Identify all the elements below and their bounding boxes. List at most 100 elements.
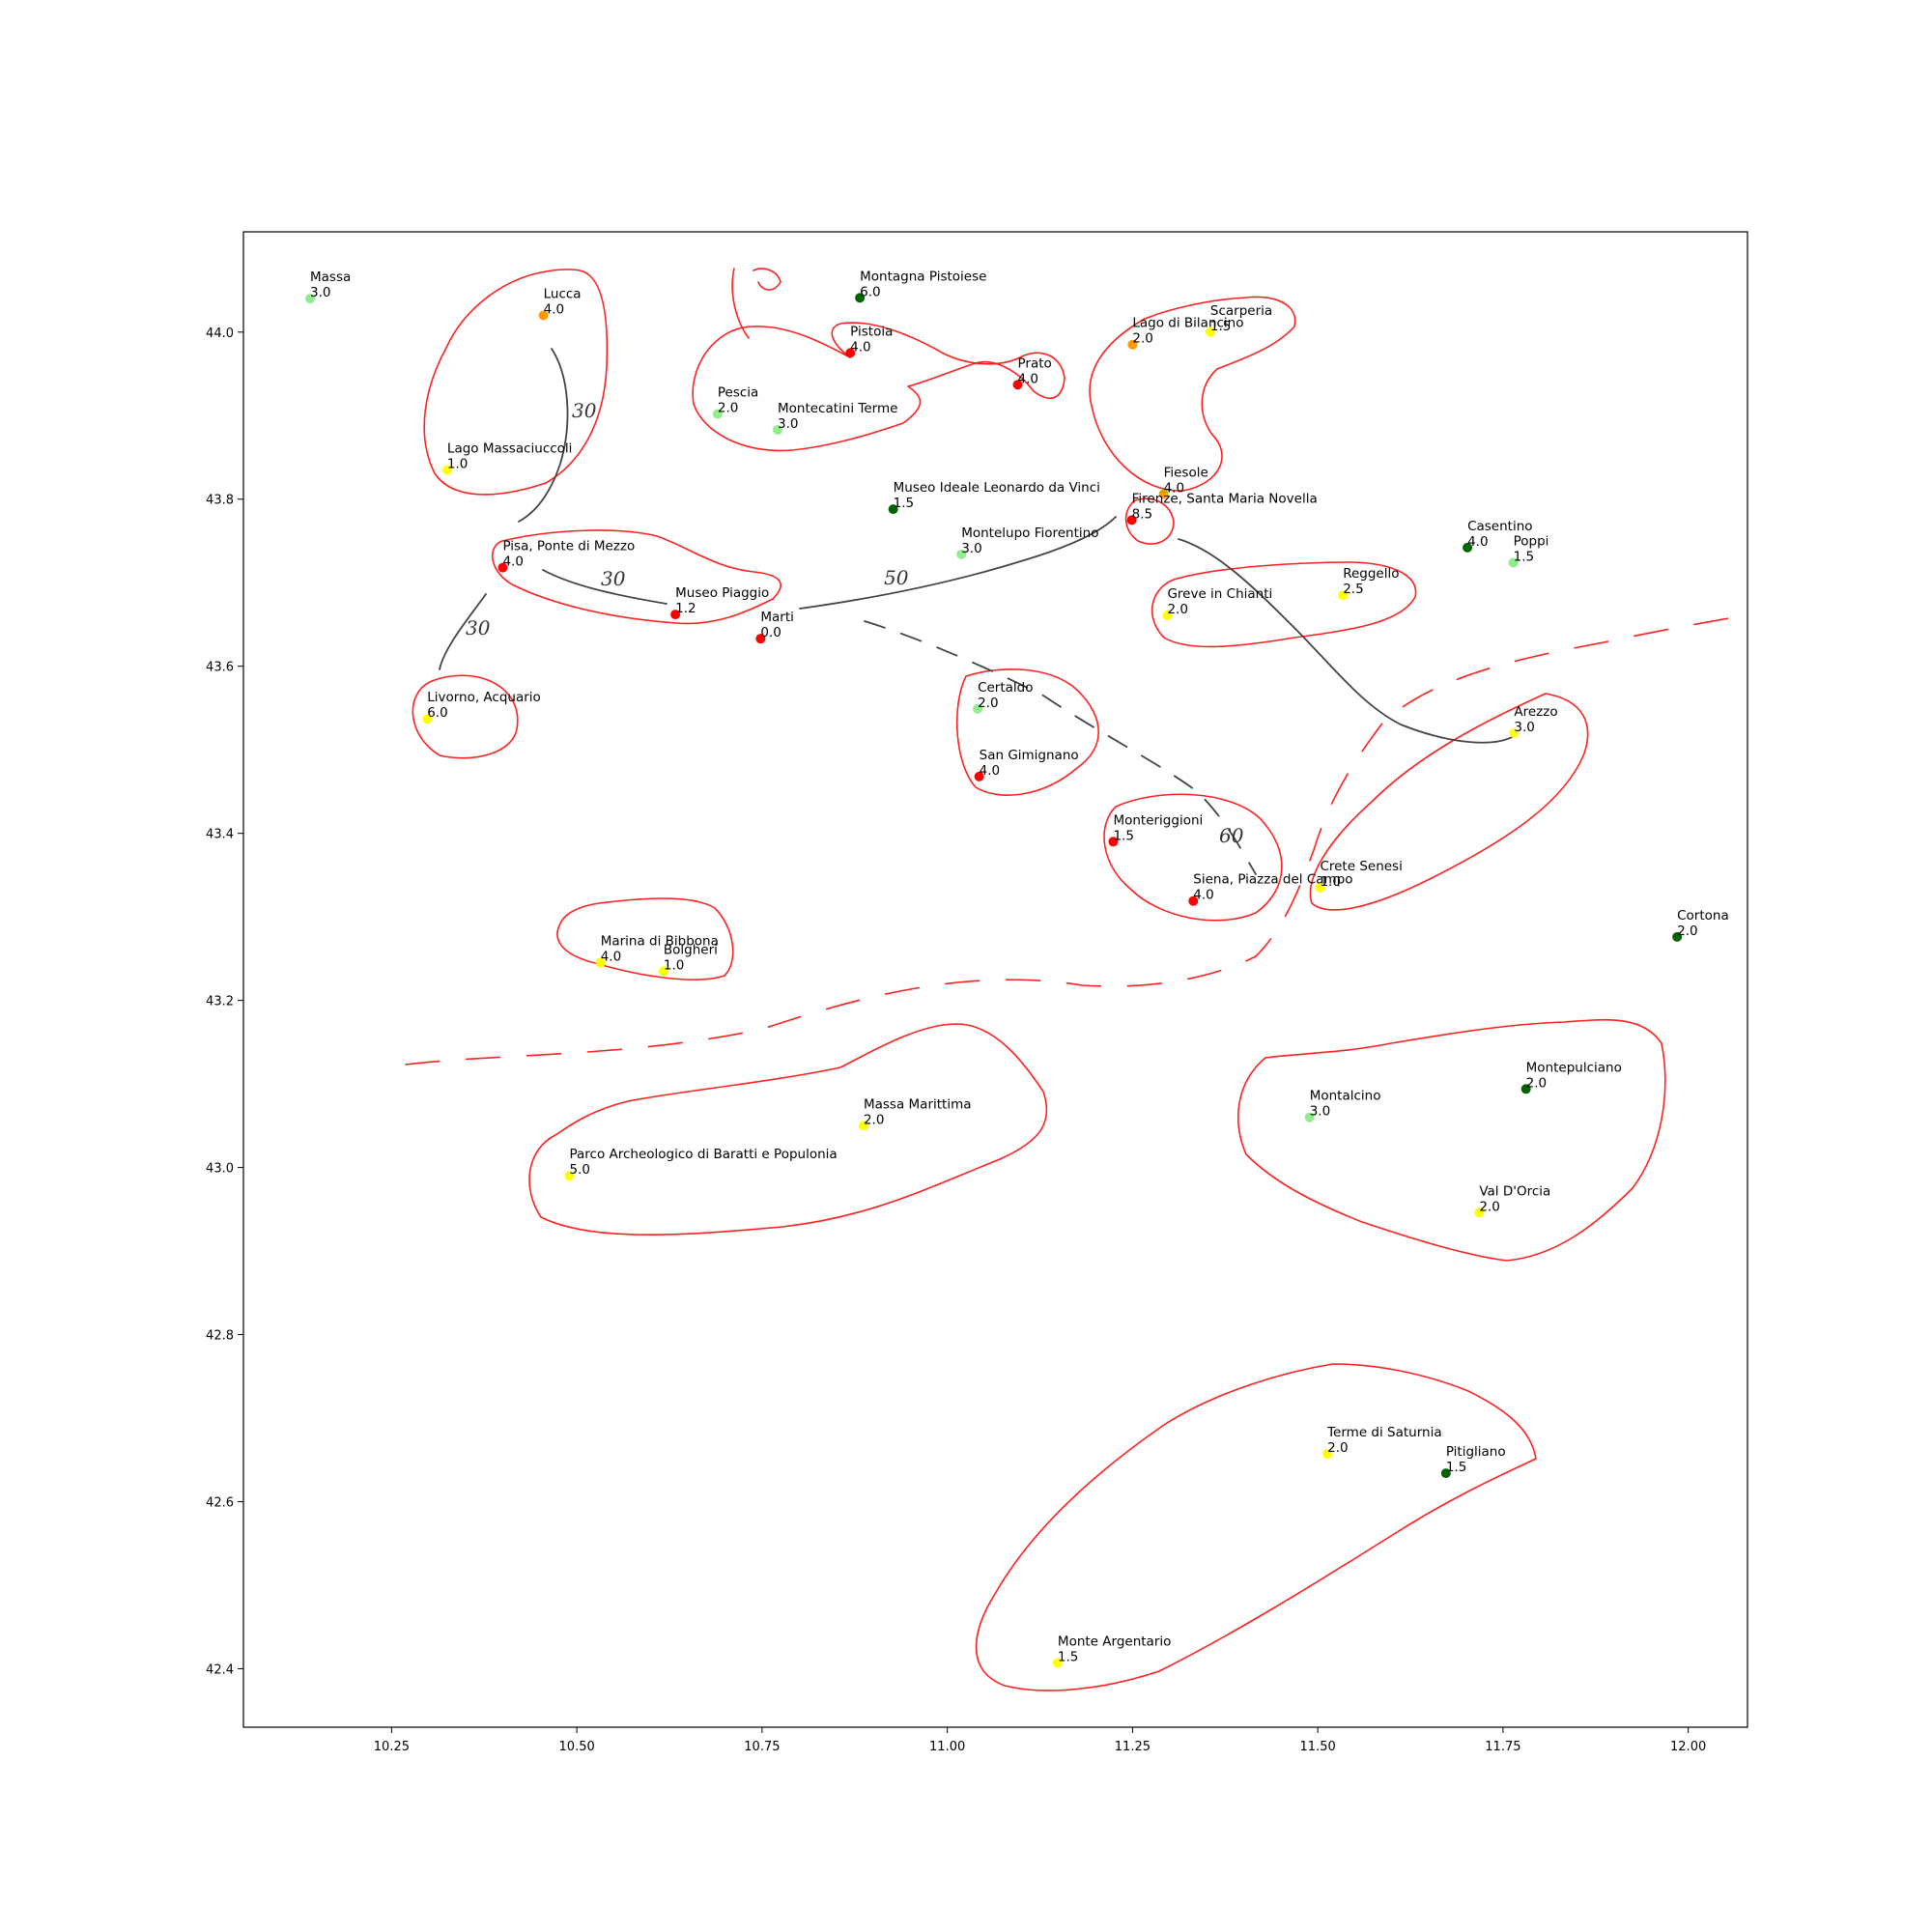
location-point <box>1315 882 1325 893</box>
location-value-label: 2.0 <box>1677 923 1697 939</box>
location-name-label: Arezzo <box>1514 704 1557 720</box>
location-value-label: 2.0 <box>978 696 998 711</box>
location-point <box>441 465 452 475</box>
location-name-label: San Gimignano <box>980 748 1079 763</box>
location-point <box>1162 610 1173 620</box>
location-value-label: 1.5 <box>1210 319 1231 334</box>
y-tick-label: 43.4 <box>206 828 234 842</box>
region-outline-livorno <box>412 674 519 759</box>
data-points <box>305 293 1683 1668</box>
location-value-label: 0.0 <box>760 625 781 640</box>
location-name-label: Terme di Saturnia <box>1326 1425 1442 1440</box>
location-point <box>1474 1208 1485 1218</box>
location-name-label: Fiesole <box>1164 466 1208 481</box>
x-tick-label: 10.75 <box>744 1740 780 1754</box>
location-name-label: Poppi <box>1514 533 1549 549</box>
location-point <box>1520 1084 1531 1094</box>
location-point <box>538 310 549 321</box>
location-point <box>1304 1112 1315 1122</box>
location-name-label: Montelupo Fiorentino <box>961 526 1098 541</box>
location-value-label: 5.0 <box>569 1162 589 1178</box>
location-name-label: Lago di Bilancino <box>1132 316 1243 331</box>
location-point <box>1126 515 1137 526</box>
location-name-label: Massa <box>310 270 351 285</box>
location-point <box>855 293 866 303</box>
location-point <box>670 610 681 620</box>
location-point <box>595 957 606 968</box>
location-point <box>712 409 723 419</box>
location-value-label: 1.5 <box>894 496 914 511</box>
location-value-label: 3.0 <box>961 541 981 556</box>
location-value-label: 4.0 <box>601 950 621 965</box>
location-name-label: Marina di Bibbona <box>601 934 719 950</box>
location-value-label: 4.0 <box>980 763 1000 779</box>
location-value-label: 3.0 <box>1514 720 1534 735</box>
location-point <box>845 348 856 358</box>
location-point <box>1188 895 1199 906</box>
location-point <box>1108 837 1119 847</box>
location-value-label: 2.0 <box>1132 331 1152 347</box>
location-value-label: 6.0 <box>427 705 447 721</box>
location-name-label: Marti <box>760 610 794 625</box>
y-tick-label: 44.0 <box>206 327 234 341</box>
location-name-label: Reggello <box>1343 566 1399 582</box>
location-value-label: 2.0 <box>1526 1075 1547 1091</box>
location-name-label: Val D'Orcia <box>1479 1183 1550 1199</box>
location-name-label: Monteriggioni <box>1113 812 1203 828</box>
region-outline-lucca <box>423 269 609 496</box>
location-value-label: 4.0 <box>850 339 870 355</box>
location-name-label: Casentino <box>1467 519 1532 534</box>
axis-ticks: 10.25 10.50 10.75 11.00 11.25 11.50 11.75 12.00… <box>206 327 1706 1754</box>
location-point <box>1672 931 1683 942</box>
region-outline-siena <box>1103 793 1283 922</box>
location-name-label: Montecatini Terme <box>778 401 897 416</box>
location-value-label: 2.0 <box>864 1112 884 1127</box>
handwritten-annotation: 60 <box>1219 824 1244 847</box>
location-name-label: Certaldo <box>978 680 1033 696</box>
location-point <box>497 562 508 573</box>
location-name-label: Prato <box>1018 355 1052 371</box>
location-point <box>1508 557 1519 568</box>
hand-drawn-region-outlines <box>405 268 1730 1691</box>
y-tick-label: 42.4 <box>206 1662 234 1677</box>
x-tick-label: 11.75 <box>1485 1740 1520 1754</box>
region-outline-chianti <box>1151 561 1417 648</box>
location-name-label: Pescia <box>718 385 758 401</box>
location-name-label: Massa Marittima <box>864 1096 972 1112</box>
location-point <box>305 294 316 304</box>
location-value-label: 2.0 <box>1479 1199 1499 1214</box>
x-tick-label: 10.25 <box>374 1740 410 1754</box>
location-point <box>974 771 984 781</box>
location-point <box>658 966 668 977</box>
location-name-label: Monte Argentario <box>1058 1634 1171 1649</box>
location-point <box>973 703 983 714</box>
location-name-label: Museo Piaggio <box>675 585 769 601</box>
location-name-label: Greve in Chianti <box>1167 586 1272 602</box>
location-name-label: Lago Massaciuccoli <box>447 440 573 456</box>
location-value-label: 6.0 <box>860 284 880 299</box>
route-pisa-livorno <box>439 593 487 670</box>
location-name-label: Scarperia <box>1210 303 1272 319</box>
location-point <box>1127 339 1138 350</box>
location-value-label: 1.0 <box>1320 874 1340 890</box>
location-point <box>1509 727 1520 738</box>
x-tick-label: 11.25 <box>1115 1740 1151 1754</box>
location-value-label: 4.0 <box>502 554 523 570</box>
y-tick-label: 43.6 <box>206 661 234 675</box>
region-outline-val-dorcia <box>1237 1018 1666 1262</box>
region-outline-massa-marittima <box>528 1023 1048 1236</box>
location-value-label: 1.5 <box>1514 549 1534 564</box>
region-outline-firenze <box>1124 497 1175 545</box>
location-name-label: Montagna Pistoiese <box>860 269 986 284</box>
location-value-label: 3.0 <box>1310 1104 1330 1120</box>
location-name-label: Pitigliano <box>1446 1444 1506 1460</box>
region-outline-saturnia <box>975 1363 1537 1691</box>
location-value-label: 1.2 <box>675 601 696 616</box>
x-tick-label: 11.50 <box>1300 1740 1336 1754</box>
location-value-label: 4.0 <box>1164 481 1184 497</box>
dashed-boundary-line <box>405 617 1730 1065</box>
route-marti-firenze <box>799 516 1117 610</box>
x-tick-label: 12.00 <box>1670 1740 1706 1754</box>
